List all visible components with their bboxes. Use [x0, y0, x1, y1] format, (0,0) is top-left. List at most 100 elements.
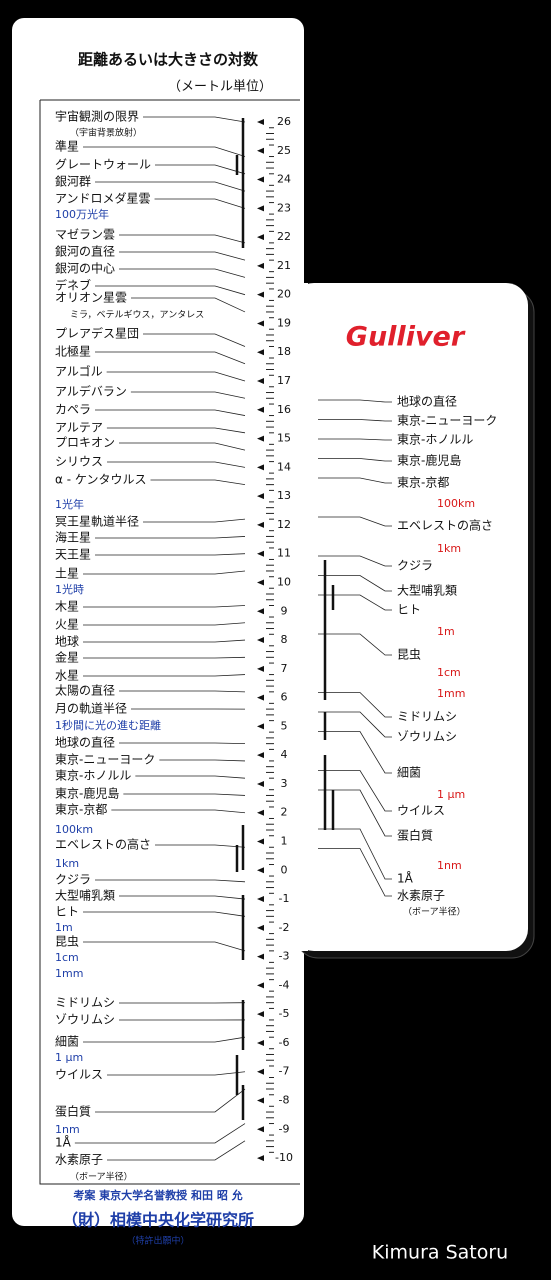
left-label: 東京-ホノルル	[55, 769, 131, 783]
left-label: 銀河の直径	[55, 245, 115, 259]
watermark: Kimura Satoru	[372, 1242, 508, 1264]
slider-leader	[318, 731, 392, 774]
scale-marker	[257, 752, 264, 759]
scale-number: -8	[279, 1094, 290, 1107]
left-label: 火星	[55, 618, 79, 632]
leader-line	[131, 297, 246, 313]
scale-number: 25	[277, 144, 291, 157]
left-label: クジラ	[55, 873, 91, 887]
slider-leader	[318, 633, 392, 656]
left-label: （宇宙背景放射）	[70, 127, 142, 139]
scale-marker	[257, 1068, 264, 1075]
scale-marker	[257, 665, 264, 672]
left-label: 1mm	[55, 967, 83, 980]
left-label: 銀河群	[55, 175, 91, 189]
slider-label: 1nm	[437, 859, 462, 872]
slider-leader	[318, 477, 392, 484]
left-label: 月の軌道半径	[55, 701, 127, 716]
leader-line	[119, 234, 246, 244]
leader-line	[106, 371, 246, 382]
slider-label: クジラ	[397, 559, 433, 573]
slider-leader	[318, 575, 392, 592]
scale-number: 9	[281, 604, 288, 617]
scale-number: 20	[277, 288, 291, 301]
left-label: 1km	[55, 857, 79, 870]
slider-label: 1Å	[397, 871, 414, 886]
left-label: 海王星	[55, 530, 91, 545]
scale-marker	[257, 205, 264, 212]
left-label: ヒト	[55, 905, 79, 919]
slider-label: 細菌	[397, 766, 421, 780]
slider-leader	[318, 555, 392, 567]
frame	[39, 99, 300, 1185]
scale-marker	[257, 867, 264, 874]
leader-line	[83, 1036, 246, 1043]
left-label: 水星	[55, 669, 79, 683]
scale-marker	[257, 493, 264, 500]
slider-label: 大型哺乳類	[397, 584, 457, 598]
scale-number: -5	[279, 1007, 290, 1020]
left-label: 準星	[55, 139, 79, 154]
scale-number: 13	[277, 489, 291, 502]
left-label: 細菌	[55, 1035, 79, 1049]
scale-number: -6	[279, 1036, 290, 1049]
slider-label: 1m	[437, 625, 455, 638]
slider-label: 1mm	[437, 687, 465, 700]
leader-line	[95, 409, 246, 416]
scale-number: 2	[281, 806, 288, 819]
left-label: α - ケンタウルス	[55, 473, 147, 487]
left-label: オリオン星雲	[55, 291, 127, 305]
leader-line	[143, 116, 246, 123]
scale-number: -1	[279, 892, 290, 905]
left-label: 北極星	[55, 344, 91, 359]
scale-marker	[257, 406, 264, 413]
scale-number: 7	[281, 662, 288, 675]
scale-marker	[257, 1155, 264, 1162]
leader-line	[107, 1071, 246, 1076]
slider-label: 100km	[437, 497, 475, 510]
slider-leader	[318, 770, 392, 812]
scale-number: 24	[277, 173, 291, 186]
scale-marker	[257, 464, 264, 471]
left-label: 1m	[55, 921, 73, 934]
slider-leader	[318, 711, 392, 738]
leader-line	[95, 181, 246, 192]
scale-marker	[257, 378, 264, 385]
leader-line	[95, 553, 246, 556]
scale-number: 11	[277, 547, 291, 560]
left-label: 地球	[55, 635, 79, 649]
scale-marker	[257, 896, 264, 903]
scale-number: -4	[279, 978, 290, 991]
slider-label: ミドリムシ	[397, 710, 457, 724]
scale-number: 6	[281, 691, 288, 704]
left-label: 100万光年	[55, 207, 109, 221]
scale-number: -9	[279, 1122, 290, 1135]
left-label: 地球の直径	[55, 736, 115, 750]
scale-marker	[257, 608, 264, 615]
slider-label: ウイルス	[397, 804, 445, 818]
slider-label: 1cm	[437, 666, 461, 679]
scale-number: -10	[275, 1151, 293, 1164]
scale-number: 5	[281, 719, 288, 732]
slider-leader	[318, 848, 392, 897]
leader-line	[83, 622, 246, 626]
leader-line	[95, 1088, 246, 1113]
leader-line	[159, 759, 246, 762]
leader-line	[95, 351, 246, 365]
left-label: 太陽の直径	[55, 683, 115, 698]
slider-label: 水素原子	[397, 889, 445, 903]
left-label: 東京-ニューヨーク	[55, 753, 155, 767]
scale-marker	[257, 953, 264, 960]
scale-marker	[257, 723, 264, 730]
left-label: シリウス	[55, 455, 103, 469]
left-label: 宇宙観測の限界	[55, 109, 139, 124]
scale-number: 10	[277, 575, 291, 588]
title: 距離あるいは大きさの対数	[78, 51, 259, 69]
left-label: プレアデス星団	[55, 326, 139, 341]
leader-line	[83, 656, 246, 659]
scale-marker	[257, 435, 264, 442]
scale-marker	[257, 262, 264, 269]
scale-marker	[257, 579, 264, 586]
scale-marker	[257, 119, 264, 125]
